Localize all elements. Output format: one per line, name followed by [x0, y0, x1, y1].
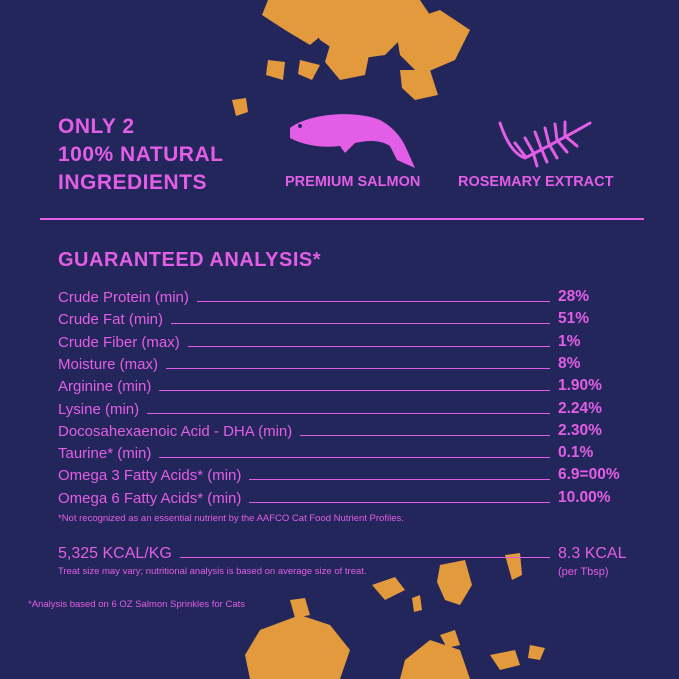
nutrient-value: 2.24%: [558, 399, 602, 417]
kcal-per-tbsp: 8.3 KCAL: [558, 545, 627, 562]
headline: ONLY 2 100% NATURAL INGREDIENTS: [58, 113, 223, 197]
analysis-row: Crude Protein (min) 28%: [58, 286, 618, 306]
nutrient-value: 28%: [558, 288, 590, 305]
nutrient-value: 1.90%: [558, 377, 602, 395]
leader-line: [171, 323, 550, 325]
divider: [40, 218, 644, 220]
headline-line: ONLY 2: [58, 115, 135, 138]
leader-line: [159, 457, 550, 459]
ingredient-label: ROSEMARY EXTRACT: [458, 174, 614, 190]
leader-line: [159, 390, 550, 392]
leader-line: [147, 412, 550, 414]
kcal-per-kg: 5,325 KCAL/KG: [58, 545, 172, 562]
nutrient-value: 1%: [558, 332, 581, 350]
nutrient-value: 8%: [558, 354, 581, 372]
rosemary-icon: [498, 120, 592, 168]
nutrient-label: Omega 6 Fatty Acids* (min): [58, 489, 242, 507]
nutrient-label: Crude Protein (min): [58, 289, 189, 306]
nutrient-label: Crude Fat (min): [58, 311, 164, 329]
nutrient-value: 51%: [558, 310, 590, 328]
salmon-icon: [290, 114, 415, 168]
analysis-row: Taurine* (min) 0.1%: [58, 442, 618, 462]
nutrient-label: Omega 3 Fatty Acids* (min): [58, 467, 242, 485]
analysis-row: Docosahexaenoic Acid - DHA (min) 2.30%: [58, 420, 618, 440]
nutrient-label: Docosahexaenoic Acid - DHA (min): [58, 422, 293, 440]
ingredient-label: PREMIUM SALMON: [285, 174, 421, 190]
nutrient-label: Arginine (min): [58, 378, 152, 396]
nutrient-value: 2.30%: [558, 421, 602, 439]
headline-line: INGREDIENTS: [58, 171, 208, 194]
kcal-unit: (per Tbsp): [558, 566, 609, 578]
analysis-row: Crude Fat (min) 51%: [58, 308, 618, 328]
analysis-row: Arginine (min) 1.90%: [58, 375, 618, 395]
analysis-title: GUARANTEED ANALYSIS*: [58, 249, 321, 271]
analysis-row: Omega 3 Fatty Acids* (min) 6.9=00%: [58, 464, 620, 485]
nutrient-value: 6.9=00%: [558, 466, 620, 484]
nutrient-value: 0.1%: [558, 444, 594, 462]
bottom-note: *Analysis based on 6 OZ Salmon Sprinkles…: [28, 599, 246, 610]
leader-line: [249, 501, 550, 503]
leader-line: [179, 557, 550, 558]
leader-line: [166, 367, 550, 369]
calorie-note: Treat size may vary; nutritional analysi…: [58, 566, 367, 577]
nutrient-value: 10.00%: [558, 488, 611, 506]
headline-line: 100% NATURAL: [58, 143, 224, 166]
leader-line: [249, 479, 550, 481]
nutrient-label: Crude Fiber (max): [58, 333, 180, 351]
analysis-row: Crude Fiber (max) 1%: [58, 331, 618, 351]
analysis-row: Moisture (max) 8%: [58, 353, 618, 373]
leader-line: [300, 434, 550, 436]
nutrient-label: Moisture (max): [58, 355, 159, 373]
calorie-row: 5,325 KCAL/KG 8.3 KCAL: [58, 545, 628, 563]
leader-line: [196, 301, 550, 302]
nutrient-label: Lysine (min): [58, 400, 140, 418]
analysis-row: Omega 6 Fatty Acids* (min) 10.00%: [58, 487, 618, 507]
nutrient-label: Taurine* (min): [58, 445, 152, 463]
analysis-footnote: *Not recognized as an essential nutrient…: [58, 513, 404, 524]
analysis-row: Lysine (min) 2.24%: [58, 398, 618, 418]
leader-line: [187, 345, 550, 347]
